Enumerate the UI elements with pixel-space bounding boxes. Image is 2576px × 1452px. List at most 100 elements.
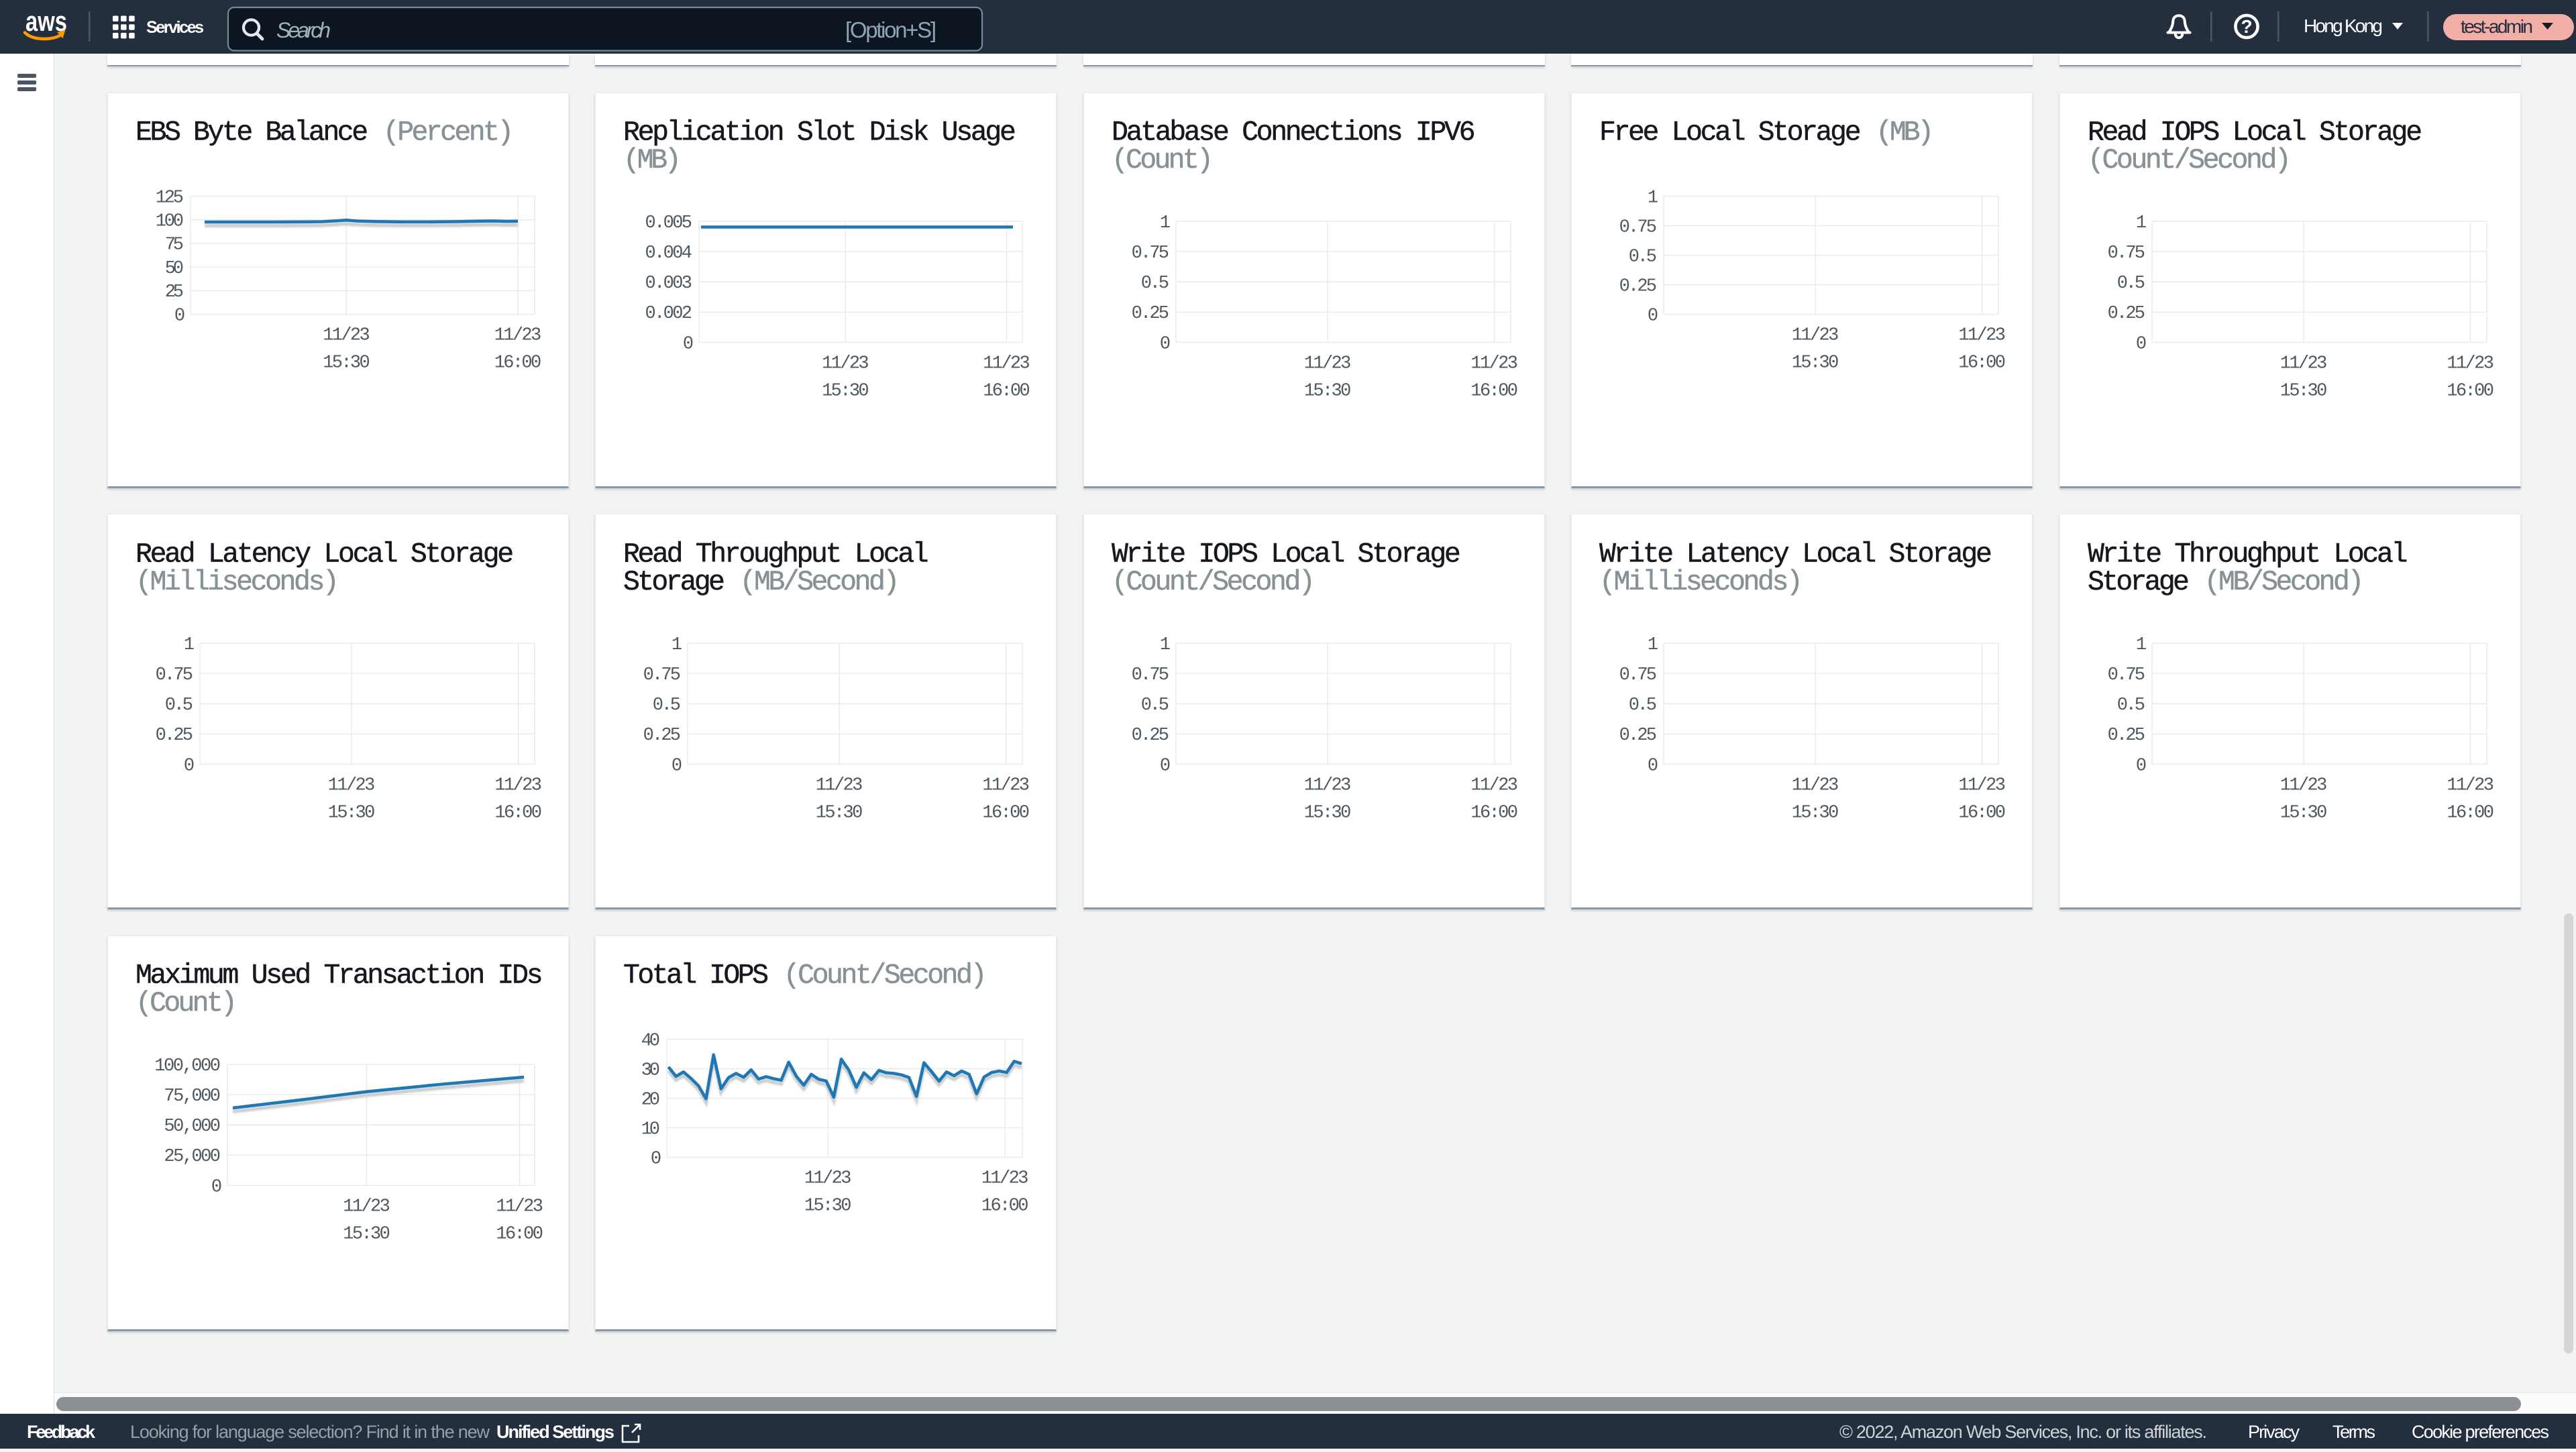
svg-text:20: 20 <box>641 1090 659 1110</box>
svg-text:11/23: 11/23 <box>323 326 370 346</box>
svg-text:0.5: 0.5 <box>1628 695 1656 716</box>
svg-text:11/23: 11/23 <box>1958 775 2006 795</box>
svg-text:11/23: 11/23 <box>1303 354 1351 374</box>
svg-text:1: 1 <box>1159 213 1170 233</box>
svg-text:(MB/Second): (MB/Second) <box>739 567 900 598</box>
svg-text:15:30: 15:30 <box>2279 803 2327 823</box>
svg-text:0: 0 <box>174 306 184 326</box>
svg-text:0: 0 <box>211 1177 221 1197</box>
svg-text:(Percent): (Percent) <box>382 117 513 149</box>
svg-text:11/23: 11/23 <box>1470 775 1518 795</box>
svg-text:0.25: 0.25 <box>2107 726 2145 746</box>
svg-text:100,000: 100,000 <box>154 1056 221 1076</box>
svg-text:15:30: 15:30 <box>327 803 375 823</box>
svg-text:Read Throughput Local: Read Throughput Local <box>623 539 929 570</box>
svg-text:11/23: 11/23 <box>815 775 863 795</box>
svg-text:Write IOPS Local Storage: Write IOPS Local Storage <box>1112 539 1461 570</box>
svg-text:50: 50 <box>164 259 183 279</box>
svg-text:Total IOPS: Total IOPS <box>623 960 769 992</box>
svg-text:15:30: 15:30 <box>804 1196 851 1217</box>
svg-text:11/23: 11/23 <box>1303 775 1351 795</box>
svg-text:0.002: 0.002 <box>645 304 692 324</box>
svg-text:0.5: 0.5 <box>2116 274 2145 294</box>
svg-text:Database Connections IPV6: Database Connections IPV6 <box>1112 117 1476 149</box>
svg-text:(Milliseconds): (Milliseconds) <box>1599 567 1803 598</box>
svg-text:16:00: 16:00 <box>2447 382 2494 402</box>
svg-text:16:00: 16:00 <box>494 803 542 823</box>
svg-text:15:30: 15:30 <box>323 353 370 374</box>
svg-text:11/23: 11/23 <box>327 775 375 795</box>
svg-text:Services: Services <box>146 18 204 37</box>
svg-text:0.5: 0.5 <box>2116 695 2145 716</box>
svg-text:11/23: 11/23 <box>494 326 541 346</box>
svg-text:0.75: 0.75 <box>643 665 680 685</box>
svg-text:0: 0 <box>2135 334 2146 354</box>
svg-text:EBS Byte Balance: EBS Byte Balance <box>136 117 368 149</box>
svg-text:Maximum Used Transaction IDs: Maximum Used Transaction IDs <box>136 960 543 992</box>
svg-text:11/23: 11/23 <box>2279 775 2327 795</box>
svg-text:16:00: 16:00 <box>1958 353 2006 374</box>
svg-text:15:30: 15:30 <box>1303 803 1351 823</box>
svg-text:0.75: 0.75 <box>1131 665 1169 685</box>
svg-text:Terms: Terms <box>2332 1422 2375 1442</box>
svg-text:0.75: 0.75 <box>155 665 193 685</box>
svg-text:Replication Slot Disk Usage: Replication Slot Disk Usage <box>623 117 1016 149</box>
svg-text:11/23: 11/23 <box>343 1197 390 1217</box>
svg-text:11/23: 11/23 <box>1470 354 1518 374</box>
svg-text:15:30: 15:30 <box>2279 382 2327 402</box>
svg-text:11/23: 11/23 <box>2447 354 2494 374</box>
svg-text:[Option+S]: [Option+S] <box>845 17 936 42</box>
svg-text:0: 0 <box>2135 756 2146 776</box>
svg-text:16:00: 16:00 <box>2447 803 2494 823</box>
svg-text:Read IOPS Local Storage: Read IOPS Local Storage <box>2088 117 2422 149</box>
svg-text:11/23: 11/23 <box>494 775 542 795</box>
svg-text:0.75: 0.75 <box>1619 217 1656 237</box>
svg-text:0.25: 0.25 <box>2107 304 2145 324</box>
svg-text:0.25: 0.25 <box>1131 304 1169 324</box>
svg-text:0.75: 0.75 <box>1131 243 1169 264</box>
svg-text:Storage: Storage <box>623 567 725 598</box>
svg-text:Write Throughput Local: Write Throughput Local <box>2088 539 2408 570</box>
svg-text:16:00: 16:00 <box>982 803 1030 823</box>
svg-text:0: 0 <box>1647 306 1658 326</box>
svg-text:Read Latency Local Storage: Read Latency Local Storage <box>136 539 514 570</box>
svg-text:0.003: 0.003 <box>645 274 692 294</box>
svg-text:11/23: 11/23 <box>983 354 1030 374</box>
svg-text:16:00: 16:00 <box>1470 382 1518 402</box>
svg-text:16:00: 16:00 <box>983 382 1030 402</box>
svg-text:(Milliseconds): (Milliseconds) <box>136 567 339 598</box>
svg-text:(Count): (Count) <box>1112 145 1214 176</box>
svg-text:0.5: 0.5 <box>164 695 193 716</box>
svg-text:1: 1 <box>671 634 682 655</box>
svg-text:Search: Search <box>276 18 331 42</box>
svg-text:11/23: 11/23 <box>804 1169 851 1189</box>
svg-text:1: 1 <box>1647 188 1658 208</box>
svg-text:15:30: 15:30 <box>822 382 869 402</box>
svg-text:0.005: 0.005 <box>645 213 692 233</box>
svg-text:15:30: 15:30 <box>815 803 863 823</box>
svg-text:(MB): (MB) <box>623 145 682 176</box>
svg-text:Cookie preferences: Cookie preferences <box>2412 1422 2549 1442</box>
svg-text:0.004: 0.004 <box>645 243 692 264</box>
svg-text:Privacy: Privacy <box>2248 1422 2300 1442</box>
svg-text:(MB): (MB) <box>1876 117 1934 149</box>
svg-text:16:00: 16:00 <box>981 1196 1028 1217</box>
svg-text:?: ? <box>2241 16 2252 37</box>
svg-text:11/23: 11/23 <box>2447 775 2494 795</box>
svg-text:Free Local Storage: Free Local Storage <box>1599 117 1862 149</box>
svg-text:Looking for language selection: Looking for language selection? Find it … <box>130 1422 490 1442</box>
svg-text:0.25: 0.25 <box>1619 276 1656 296</box>
svg-text:0: 0 <box>682 334 693 354</box>
svg-text:25,000: 25,000 <box>164 1147 221 1167</box>
svg-text:0.25: 0.25 <box>643 726 680 746</box>
svg-text:0: 0 <box>671 756 682 776</box>
svg-text:0.5: 0.5 <box>1140 695 1169 716</box>
svg-text:25: 25 <box>164 282 183 302</box>
svg-text:Hong Kong: Hong Kong <box>2304 15 2383 36</box>
svg-text:1: 1 <box>1159 634 1170 655</box>
svg-text:0.25: 0.25 <box>155 726 193 746</box>
svg-text:15:30: 15:30 <box>1791 803 1839 823</box>
svg-text:11/23: 11/23 <box>822 354 869 374</box>
svg-text:0: 0 <box>1647 756 1658 776</box>
svg-text:11/23: 11/23 <box>2279 354 2327 374</box>
